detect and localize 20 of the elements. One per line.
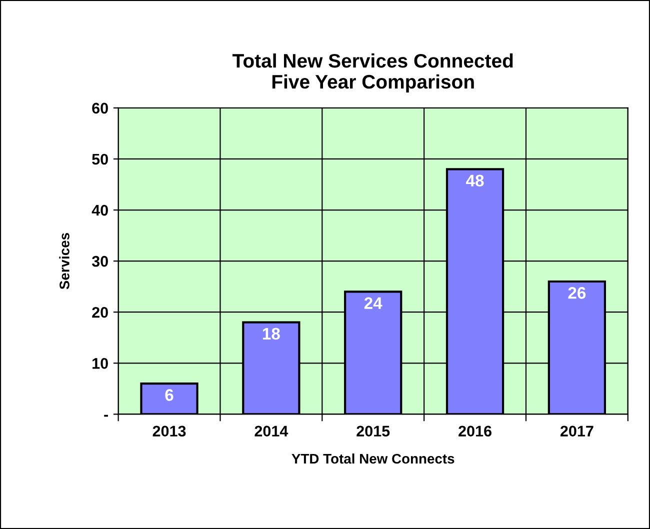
y-tick-label: 50 — [92, 154, 108, 165]
x-tick-label: 2016 — [458, 426, 492, 437]
chart-title: Total New Services Connected Five Year Comparison — [232, 53, 513, 93]
data-label: 24 — [364, 297, 382, 309]
x-tick-label: 2014 — [254, 426, 288, 437]
x-tick-label: 2013 — [152, 426, 186, 437]
data-label: 18 — [262, 328, 280, 340]
y-tick-label: 30 — [92, 256, 108, 267]
data-label: 26 — [568, 287, 586, 299]
y-tick-label: 10 — [92, 358, 108, 369]
y-axis-title: Services — [59, 233, 70, 290]
data-label: 48 — [466, 174, 484, 187]
x-tick-label: 2017 — [560, 426, 594, 437]
x-tick-label: 2015 — [356, 426, 390, 437]
y-tick-label: 20 — [92, 306, 108, 318]
x-axis-title: YTD Total New Connects — [292, 453, 454, 464]
y-tick-label: - — [104, 414, 108, 417]
y-tick-label: 60 — [92, 102, 108, 114]
y-tick-label: 40 — [92, 204, 108, 216]
data-label: 6 — [165, 389, 174, 401]
